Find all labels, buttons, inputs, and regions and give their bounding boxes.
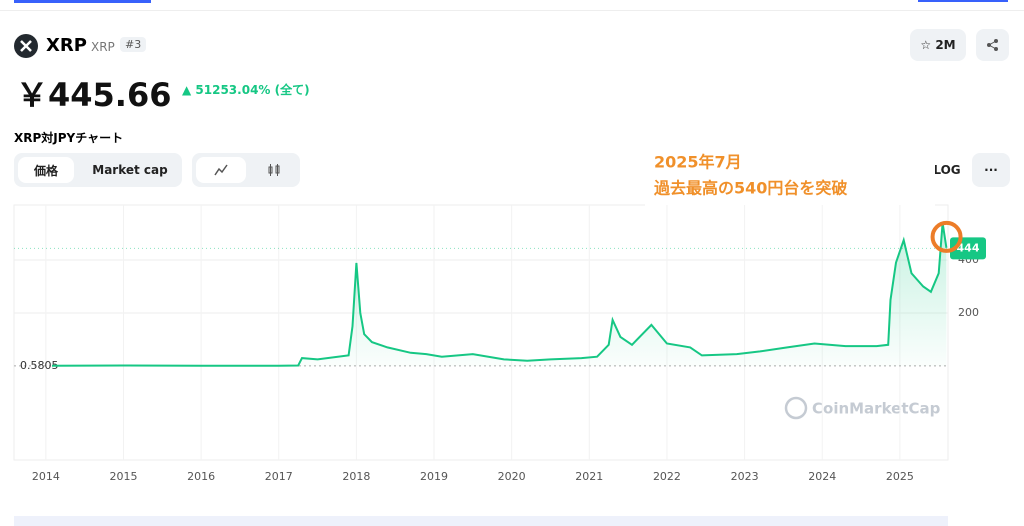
candle-chart-button[interactable] <box>252 157 296 183</box>
x-tick-label: 2025 <box>886 470 914 483</box>
annotation-bg <box>645 148 935 208</box>
line <box>51 222 948 367</box>
watermark-text: CoinMarketCap <box>812 400 941 418</box>
watch-count: 2M <box>935 38 956 52</box>
line-chart-button[interactable] <box>196 157 246 183</box>
candle-icon <box>268 164 280 176</box>
plot-frame <box>13 204 949 461</box>
change-value: 51253.04% (全て) <box>195 83 310 97</box>
price-tab[interactable]: 価格 <box>18 157 74 183</box>
reference-label: 0.5805 <box>20 359 59 372</box>
rank: #3 <box>120 37 147 52</box>
x-tick-label: 2018 <box>342 470 370 483</box>
logo <box>14 34 38 58</box>
line-icon <box>214 164 228 176</box>
last-price-label: 444 <box>957 241 980 254</box>
coin-symbol: XRP <box>91 40 115 54</box>
chart-title: XRP対JPYチャート <box>14 131 124 145</box>
x-tick-label: 2014 <box>32 470 60 483</box>
navigator <box>14 516 948 526</box>
log-button[interactable]: LOG <box>933 163 961 177</box>
x-tick-label: 2017 <box>265 470 293 483</box>
share-button[interactable] <box>976 29 1009 61</box>
highlight-circle <box>930 220 963 253</box>
y-tick-label: 200 <box>958 306 979 319</box>
coin-name: XRP <box>46 35 87 56</box>
tab-indicator <box>14 0 151 3</box>
x-tick-label: 2024 <box>808 470 836 483</box>
more-button[interactable]: ··· <box>972 153 1010 187</box>
watchlist-button[interactable]: ☆ 2M <box>910 29 966 61</box>
x-tick-label: 2023 <box>731 470 759 483</box>
x-tick-label: 2022 <box>653 470 681 483</box>
divider <box>0 10 1024 11</box>
market-cap-tab[interactable]: Market cap <box>92 163 168 177</box>
change: ▲ 51253.04% (全て) <box>182 83 310 97</box>
price: ￥445.66 <box>16 76 172 114</box>
watermark: CoinMarketCap <box>784 396 941 420</box>
x-tick-label: 2020 <box>498 470 526 483</box>
annotation: 2025年7月 <box>654 153 742 172</box>
x-tick-label: 2019 <box>420 470 448 483</box>
x-tick-label: 2016 <box>187 470 215 483</box>
x-tick-label: 2021 <box>575 470 603 483</box>
area <box>52 222 947 366</box>
x-tick-label: 2015 <box>109 470 137 483</box>
annotation: 過去最高の540円台を突破 <box>653 179 847 198</box>
share-icon <box>986 39 998 51</box>
tab-indicator <box>918 0 1008 2</box>
